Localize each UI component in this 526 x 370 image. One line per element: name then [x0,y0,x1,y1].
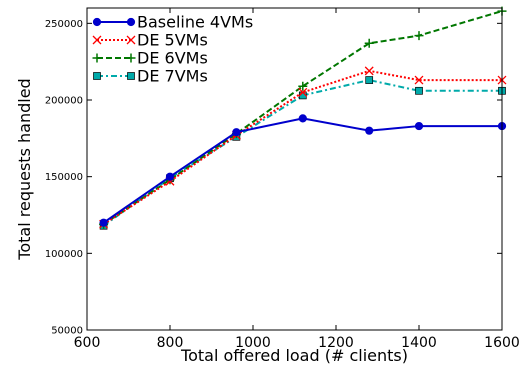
data-point [365,126,374,135]
series-de-7vms [99,76,506,230]
data-point [298,87,308,97]
legend-marker [92,17,102,27]
y-tick-label: 200000 [45,96,83,107]
data-point [414,121,424,131]
data-point [415,86,423,95]
series-de-5vms [99,66,507,229]
axis-ticks: 600 800 1000 1200 1400 1600 50000 100000 150000 2… [45,8,520,351]
data-point [298,114,307,123]
legend-entry: DE 5VMs [92,31,208,50]
legend-entry: DE 7VMs [93,67,208,86]
legend-marker [93,72,101,80]
legend-marker [92,35,102,45]
y-tick-label: 50000 [51,326,83,337]
data-point [414,75,424,85]
legend-marker [126,53,136,63]
legend-marker [92,53,102,63]
x-tick-label: 1400 [401,335,437,351]
legend-marker [126,17,136,27]
y-tick-label: 100000 [45,249,83,260]
legend-marker [126,35,136,45]
data-point [414,31,424,41]
y-axis-label: Total requests handled [15,78,34,260]
legend-label: DE 6VMs [137,49,208,68]
legend-label: DE 7VMs [137,67,208,86]
x-tick-label: 1200 [318,335,354,351]
data-point [99,218,108,227]
legend-entry: Baseline 4VMs [92,13,253,32]
legend-label: DE 5VMs [137,31,208,50]
series-line [103,79,502,227]
y-tick-label: 250000 [45,19,83,30]
x-tick-label: 600 [74,335,101,351]
plot-area-frame [86,7,503,331]
data-point [364,66,374,76]
x-tick-label: 1600 [484,335,520,351]
data-point [232,128,241,137]
data-point [165,172,175,181]
data-point [364,38,374,48]
data-point [298,81,308,91]
legend-marker [127,72,135,80]
data-point [365,76,374,84]
legend-label: Baseline 4VMs [137,13,253,32]
series-line [103,117,502,224]
x-axis-label: Total offered load (# clients) [180,346,408,365]
x-tick-label: 1000 [235,335,271,351]
x-tick-label: 800 [157,335,184,351]
series-baseline-4vms [99,114,507,227]
y-tick-label: 150000 [45,172,83,183]
legend-entry: DE 6VMs [92,49,208,68]
